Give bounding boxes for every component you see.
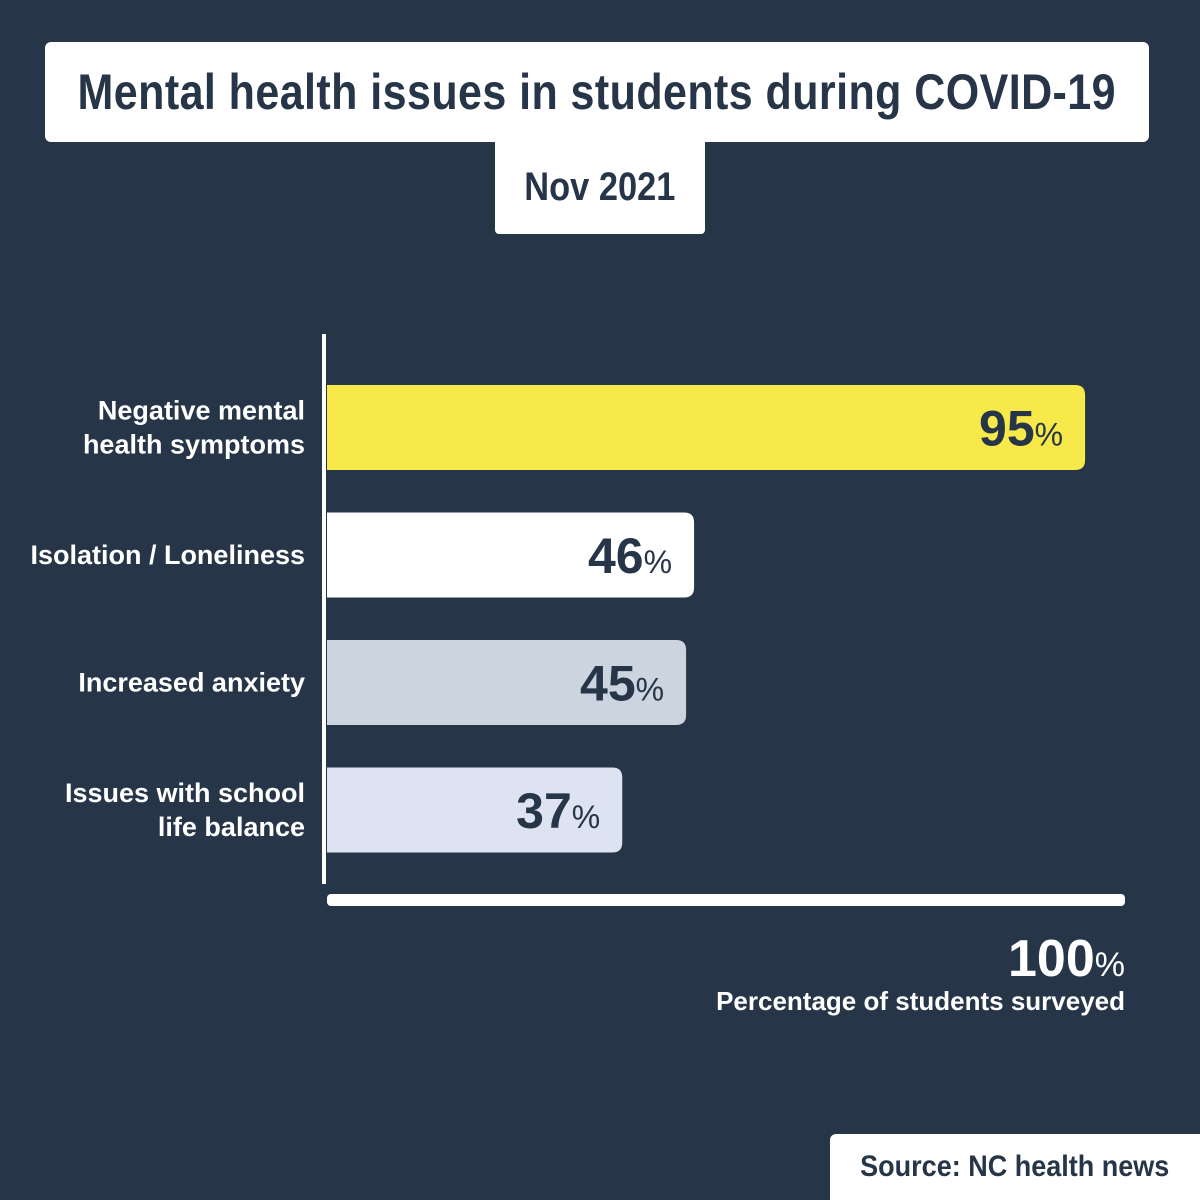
category-label: Issues with school life balance <box>65 778 305 842</box>
bar <box>327 767 623 853</box>
bars-group: 95% Negative mental health symptoms 46% Isol… <box>30 385 1086 853</box>
title-box: Mental health issues in students during … <box>45 42 1149 142</box>
subtitle-box: Nov 2021 <box>495 140 705 234</box>
chart-title: Mental health issues in students during … <box>77 64 1117 120</box>
bar-value-label: 37% <box>516 783 600 839</box>
source-text: Source: NC health news <box>860 1150 1170 1183</box>
axis-max-label: 100% <box>1008 930 1125 988</box>
bar-value-label: 45% <box>580 656 664 712</box>
source-box: Source: NC health news <box>830 1134 1200 1200</box>
bar <box>327 512 695 598</box>
axis-max-suffix: % <box>1095 946 1125 984</box>
bar <box>327 640 687 725</box>
bar-value-label: 46% <box>588 528 672 584</box>
bar-value-label: 95% <box>979 401 1063 457</box>
axis-max-value: 100 <box>1008 930 1095 988</box>
x-axis-title: Percentage of students surveyed <box>716 986 1125 1016</box>
bar <box>327 385 1086 470</box>
category-label: Isolation / Loneliness <box>30 540 305 570</box>
category-label: Negative mental health symptoms <box>83 396 305 460</box>
category-label: Increased anxiety <box>78 668 305 698</box>
chart-subtitle: Nov 2021 <box>524 164 676 209</box>
x-axis-bar <box>327 894 1125 906</box>
